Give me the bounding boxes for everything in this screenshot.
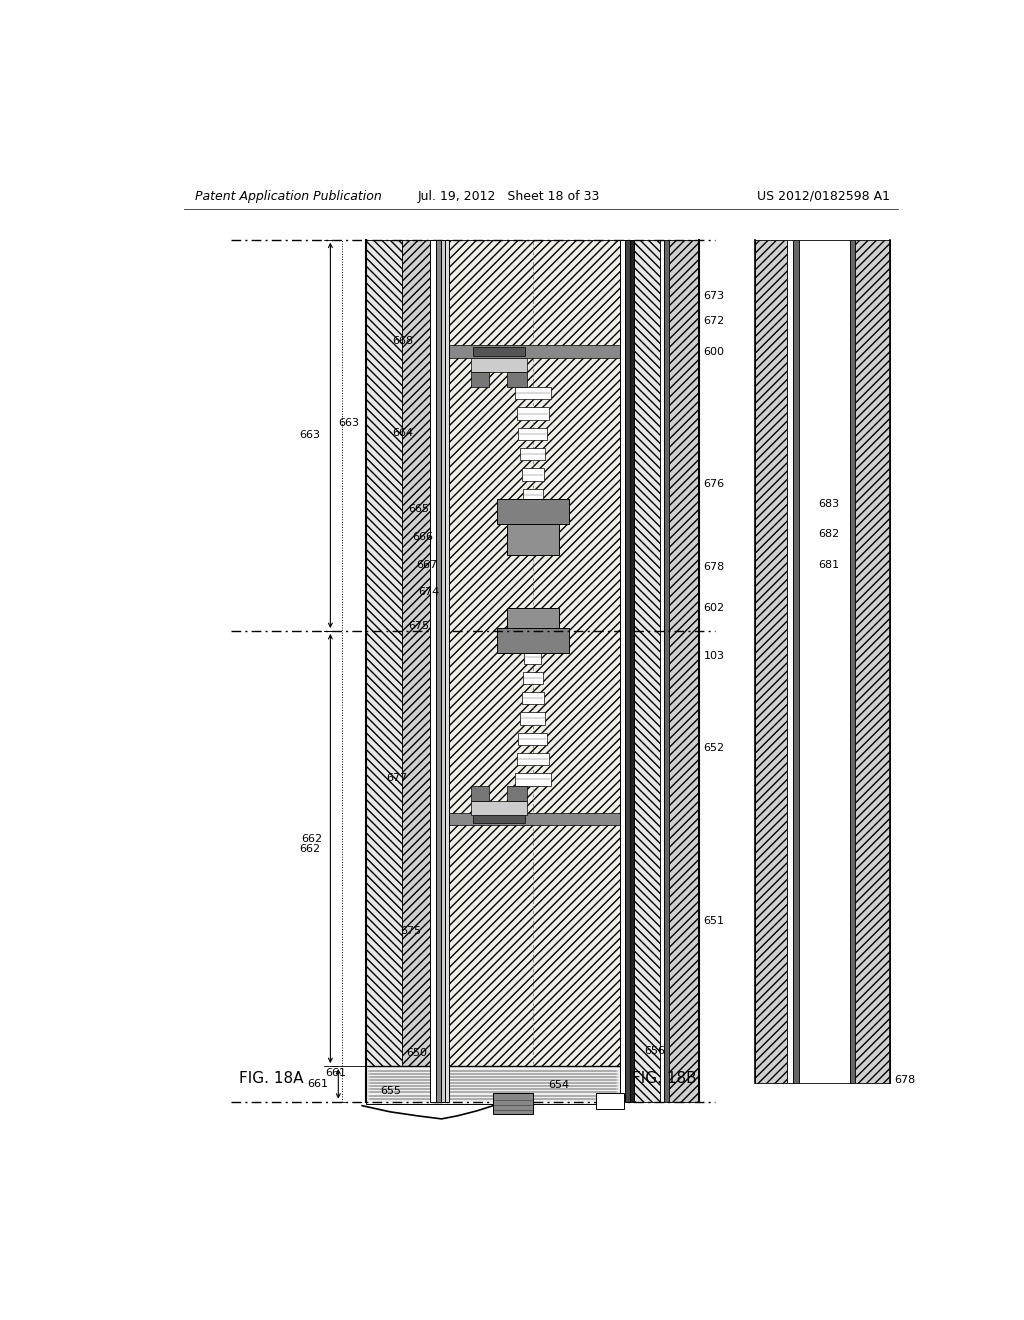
Text: 681: 681 bbox=[818, 560, 840, 570]
Bar bbox=[449, 813, 625, 825]
Bar bbox=[524, 651, 542, 664]
Text: 666: 666 bbox=[413, 532, 433, 541]
Bar bbox=[507, 519, 558, 554]
Text: 661: 661 bbox=[307, 1078, 328, 1089]
Bar bbox=[755, 240, 786, 1084]
Bar bbox=[444, 240, 449, 1102]
Text: 678: 678 bbox=[894, 1076, 915, 1085]
Text: 651: 651 bbox=[703, 916, 724, 925]
Bar bbox=[507, 372, 527, 387]
Text: 602: 602 bbox=[703, 603, 725, 612]
Text: 675: 675 bbox=[400, 925, 422, 936]
Text: 600: 600 bbox=[703, 347, 724, 356]
Bar bbox=[494, 1093, 532, 1114]
Bar bbox=[440, 240, 444, 1102]
Bar bbox=[786, 240, 793, 1084]
Bar bbox=[665, 240, 670, 1102]
Text: 655: 655 bbox=[380, 1086, 401, 1097]
Bar bbox=[471, 358, 527, 372]
Bar bbox=[471, 801, 527, 814]
Bar bbox=[473, 347, 524, 355]
Bar bbox=[596, 1093, 624, 1109]
Bar bbox=[436, 240, 440, 1102]
Bar bbox=[367, 240, 401, 1102]
Bar bbox=[444, 240, 449, 1102]
Text: 663: 663 bbox=[339, 417, 359, 428]
Text: FIG. 18A: FIG. 18A bbox=[240, 1071, 303, 1086]
Bar bbox=[515, 387, 551, 399]
Bar bbox=[497, 628, 569, 653]
Bar bbox=[630, 240, 634, 1102]
Bar bbox=[670, 240, 699, 1102]
Text: 678: 678 bbox=[703, 562, 725, 572]
Bar bbox=[367, 1067, 621, 1104]
Bar bbox=[634, 240, 659, 1102]
Bar bbox=[517, 752, 549, 766]
Text: 667: 667 bbox=[417, 560, 437, 570]
Bar bbox=[401, 240, 430, 1102]
Bar bbox=[520, 713, 546, 725]
Text: 662: 662 bbox=[301, 834, 323, 845]
Bar bbox=[518, 733, 547, 744]
Bar bbox=[430, 240, 436, 1102]
Text: 677: 677 bbox=[386, 774, 408, 783]
Bar bbox=[523, 488, 543, 500]
Bar bbox=[625, 240, 630, 1102]
Bar bbox=[524, 510, 542, 521]
Bar bbox=[507, 607, 558, 634]
Bar bbox=[520, 447, 546, 461]
Bar bbox=[793, 240, 800, 1084]
Text: 103: 103 bbox=[703, 652, 724, 661]
Bar bbox=[855, 240, 890, 1084]
Bar bbox=[620, 240, 625, 1102]
Bar bbox=[625, 240, 630, 1102]
Text: 663: 663 bbox=[299, 430, 321, 441]
Bar bbox=[521, 692, 544, 704]
Text: 650: 650 bbox=[406, 1048, 427, 1057]
Bar bbox=[850, 240, 855, 1084]
Bar bbox=[518, 428, 547, 440]
Text: Patent Application Publication: Patent Application Publication bbox=[196, 190, 382, 202]
Bar bbox=[630, 240, 634, 1102]
Bar bbox=[430, 240, 436, 1102]
Text: 662: 662 bbox=[299, 843, 321, 854]
Text: 668: 668 bbox=[392, 337, 414, 346]
Text: 661: 661 bbox=[325, 1068, 346, 1078]
Text: 682: 682 bbox=[818, 529, 840, 540]
Text: 675: 675 bbox=[409, 620, 430, 631]
Text: 664: 664 bbox=[392, 428, 414, 438]
Bar bbox=[659, 240, 665, 1102]
Text: 652: 652 bbox=[703, 743, 725, 752]
Bar bbox=[523, 672, 543, 684]
Bar bbox=[515, 774, 551, 785]
Text: 672: 672 bbox=[703, 315, 725, 326]
Text: Jul. 19, 2012   Sheet 18 of 33: Jul. 19, 2012 Sheet 18 of 33 bbox=[418, 190, 600, 202]
Text: FIG. 18B: FIG. 18B bbox=[632, 1071, 696, 1086]
Bar bbox=[473, 814, 524, 824]
Text: 656: 656 bbox=[644, 1045, 665, 1056]
Bar bbox=[471, 785, 489, 801]
Bar bbox=[436, 240, 440, 1102]
Bar bbox=[507, 785, 527, 801]
Text: 683: 683 bbox=[818, 499, 840, 510]
Text: 673: 673 bbox=[703, 290, 725, 301]
Bar bbox=[497, 499, 569, 524]
Bar bbox=[471, 372, 489, 387]
Text: 654: 654 bbox=[549, 1080, 569, 1090]
Bar bbox=[620, 240, 625, 1102]
Bar bbox=[800, 240, 850, 1084]
Text: 674: 674 bbox=[419, 587, 440, 598]
Text: US 2012/0182598 A1: US 2012/0182598 A1 bbox=[757, 190, 890, 202]
Text: 676: 676 bbox=[703, 479, 725, 488]
Bar bbox=[521, 469, 544, 480]
Bar bbox=[449, 346, 625, 358]
Bar bbox=[517, 408, 549, 420]
Bar bbox=[449, 240, 621, 1102]
Bar bbox=[440, 240, 444, 1102]
Text: 665: 665 bbox=[409, 504, 430, 513]
